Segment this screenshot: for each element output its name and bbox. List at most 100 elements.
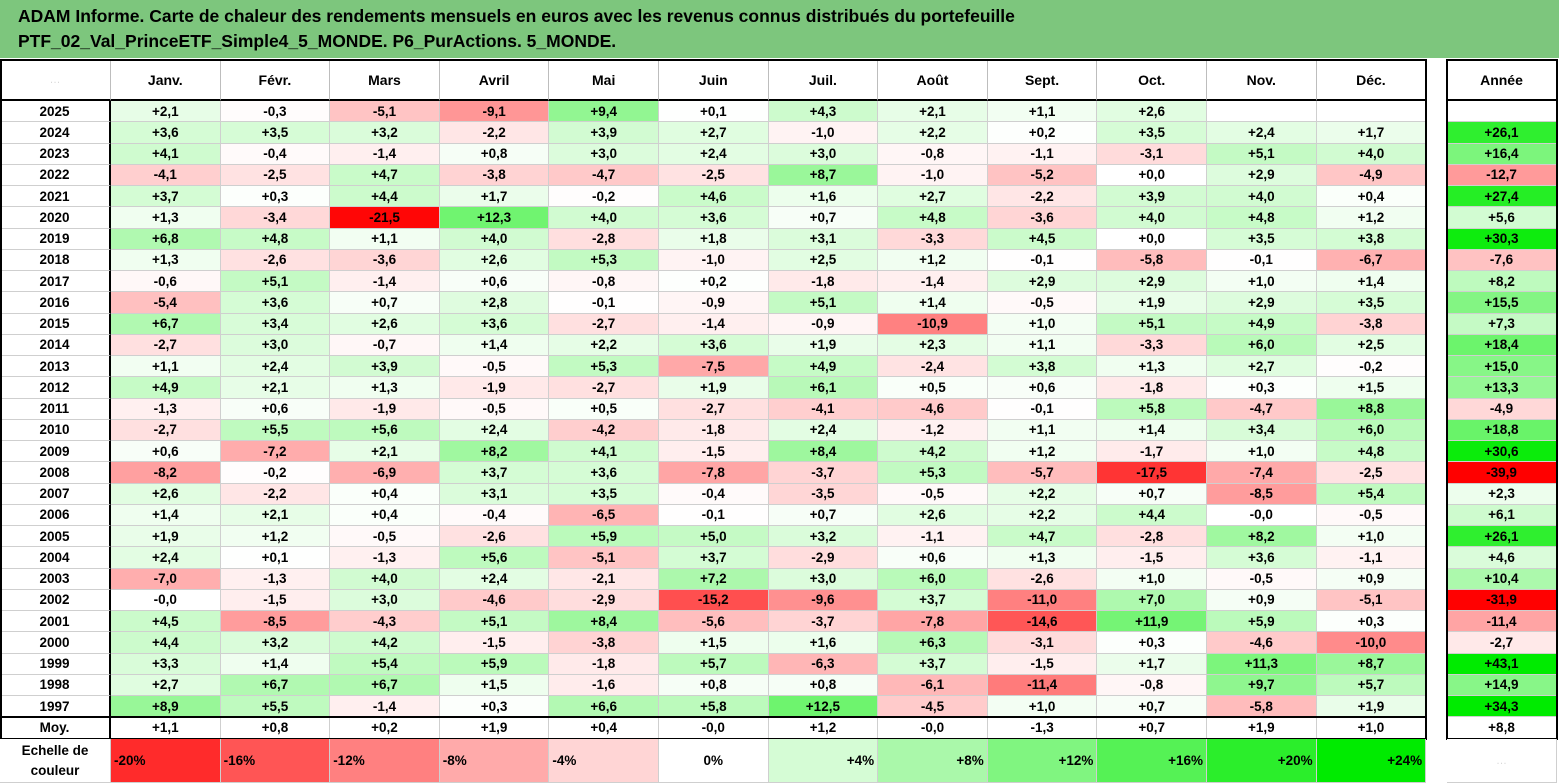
legend-swatch: -8%	[439, 739, 550, 783]
legend-swatch: +4%	[768, 739, 879, 783]
heatmap-cell	[1207, 101, 1317, 123]
year-label: 2005	[0, 526, 111, 548]
heatmap-cell: +1,1	[987, 334, 1098, 356]
heatmap-cell: +3,5	[220, 122, 331, 144]
year-label: 2020	[0, 207, 111, 229]
heatmap-cell: -2,5	[659, 164, 769, 186]
heatmap-cell: -10,0	[1316, 632, 1427, 654]
heatmap-cell: +2,5	[1316, 334, 1427, 356]
heatmap-cell: +0,3	[439, 696, 550, 718]
heatmap-cell: +0,2	[330, 717, 440, 739]
heatmap-cell: -7,8	[878, 611, 988, 633]
heatmap-cell: -3,3	[878, 228, 988, 250]
heatmap-cell: +5,4	[1316, 483, 1427, 505]
heatmap-cell: -2,7	[549, 313, 659, 335]
year-label: 2017	[0, 271, 111, 293]
heatmap-cell: +2,4	[439, 568, 550, 590]
heatmap-cell: +6,1	[768, 377, 879, 399]
heatmap-cell: -2,9	[549, 589, 659, 611]
heatmap-cell: +5,1	[439, 611, 550, 633]
heatmap-cell: -1,3	[330, 547, 440, 569]
heatmap-cell: -1,3	[111, 398, 221, 420]
heatmap-cell: +1,0	[1097, 568, 1207, 590]
heatmap-cell: +6,7	[330, 674, 440, 696]
heatmap-cell: -2,6	[439, 526, 550, 548]
annual-total-cell: +27,4	[1447, 186, 1557, 208]
heatmap-cell: +2,7	[111, 674, 221, 696]
heatmap-cell: -2,2	[439, 122, 550, 144]
heatmap-cell: -5,1	[1316, 589, 1427, 611]
heatmap-cell: +2,9	[1207, 292, 1317, 314]
heatmap-cell: +3,0	[549, 143, 659, 165]
heatmap-cell: +0,4	[549, 717, 659, 739]
heatmap-cell: +1,3	[111, 249, 221, 271]
heatmap-cell: +6,7	[220, 674, 331, 696]
heatmap-cell: -8,5	[1207, 483, 1317, 505]
heatmap-cell: +0,9	[1316, 568, 1427, 590]
heatmap-cell: +8,2	[1207, 526, 1317, 548]
heatmap-cell: -3,6	[330, 249, 440, 271]
heatmap-cell: +1,9	[659, 377, 769, 399]
heatmap-cell: +3,6	[659, 207, 769, 229]
heatmap-cell: -3,7	[768, 462, 879, 484]
legend-swatch: -12%	[330, 739, 440, 783]
month-header: Févr.	[220, 60, 331, 101]
heatmap-cell: +5,1	[1207, 143, 1317, 165]
heatmap-cell: +3,7	[878, 589, 988, 611]
heatmap-cell: -2,2	[220, 483, 331, 505]
heatmap-cell: -4,2	[549, 419, 659, 441]
heatmap-cell: +2,4	[220, 356, 331, 378]
heatmap-cell: -0,1	[987, 398, 1098, 420]
heatmap-cell: +12,3	[439, 207, 550, 229]
heatmap-cell: +2,7	[659, 122, 769, 144]
heatmap-cell: +6,0	[878, 568, 988, 590]
heatmap-cell: +11,9	[1097, 611, 1207, 633]
heatmap-cell: +4,0	[1316, 143, 1427, 165]
heatmap-cell: +0,8	[439, 143, 550, 165]
annual-total-cell: +6,1	[1447, 504, 1557, 526]
heatmap-cell: -1,0	[878, 164, 988, 186]
heatmap-cell: +2,7	[1207, 356, 1317, 378]
year-label: 2007	[0, 483, 111, 505]
heatmap-cell: +12,5	[768, 696, 879, 718]
heatmap-cell: +1,9	[1316, 696, 1427, 718]
heatmap-cell: -1,0	[659, 249, 769, 271]
heatmap-cell: +4,8	[1207, 207, 1317, 229]
annual-total-cell	[1447, 101, 1557, 123]
heatmap-cell: +6,6	[549, 696, 659, 718]
heatmap-cell: +1,1	[111, 356, 221, 378]
heatmap-cell: -17,5	[1097, 462, 1207, 484]
heatmap-cell: +5,6	[439, 547, 550, 569]
year-label: 2018	[0, 249, 111, 271]
annual-total-cell: +2,3	[1447, 483, 1557, 505]
heatmap-cell: -7,8	[659, 462, 769, 484]
heatmap-cell: +5,5	[220, 696, 331, 718]
heatmap-cell: -4,6	[439, 589, 550, 611]
month-header: Déc.	[1316, 60, 1427, 101]
legend-swatch: +24%	[1316, 739, 1427, 783]
heatmap-cell: -8,2	[111, 462, 221, 484]
heatmap-cell: +2,8	[439, 292, 550, 314]
annual-total-cell: +30,6	[1447, 441, 1557, 463]
heatmap-cell: +1,4	[220, 653, 331, 675]
heatmap-cell: +1,9	[439, 717, 550, 739]
heatmap-cell: +0,8	[659, 674, 769, 696]
legend-swatch: +16%	[1097, 739, 1207, 783]
heatmap-cell: -2,7	[111, 419, 221, 441]
heatmap-cell: +4,0	[1207, 186, 1317, 208]
heatmap-cell: -3,3	[1097, 334, 1207, 356]
heatmap-cell: +0,6	[111, 441, 221, 463]
heatmap-cell: -5,4	[111, 292, 221, 314]
heatmap-cell: -4,7	[549, 164, 659, 186]
heatmap-cell: +3,7	[878, 653, 988, 675]
heatmap-cell: -5,1	[549, 547, 659, 569]
heatmap-cell: +0,9	[1207, 589, 1317, 611]
heatmap-cell: -7,5	[659, 356, 769, 378]
year-label: 2001	[0, 611, 111, 633]
heatmap-cell: -6,9	[330, 462, 440, 484]
heatmap-cell: +0,8	[768, 674, 879, 696]
heatmap-cell: +3,3	[111, 653, 221, 675]
annual-total-cell: -31,9	[1447, 589, 1557, 611]
heatmap-cell: +1,5	[439, 674, 550, 696]
heatmap-cell: +1,9	[768, 334, 879, 356]
